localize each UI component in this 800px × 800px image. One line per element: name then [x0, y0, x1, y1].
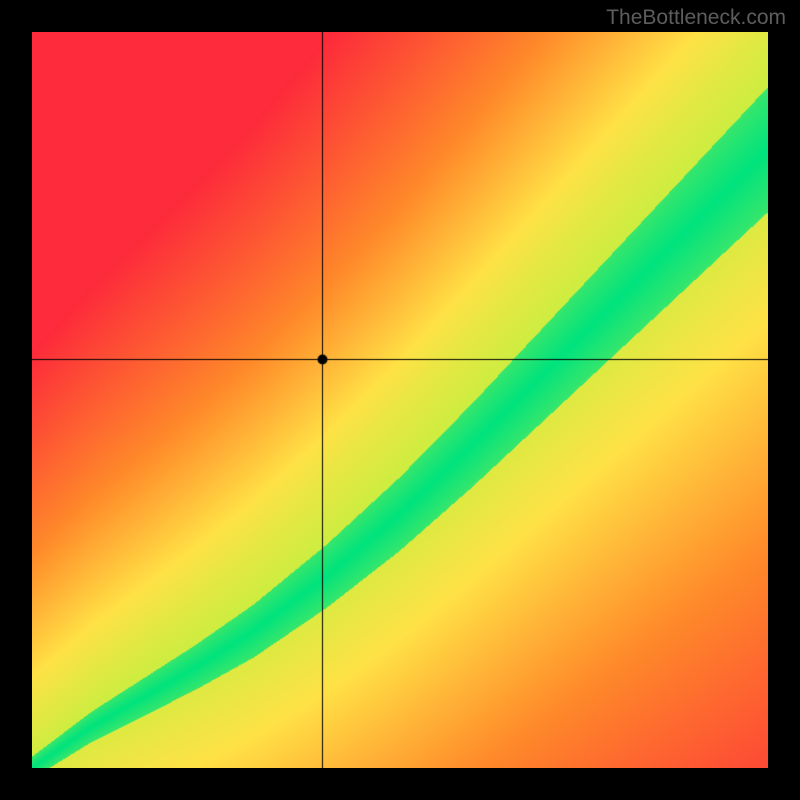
chart-container: TheBottleneck.com: [0, 0, 800, 800]
watermark-text: TheBottleneck.com: [606, 6, 786, 30]
bottleneck-heatmap: [32, 32, 768, 768]
